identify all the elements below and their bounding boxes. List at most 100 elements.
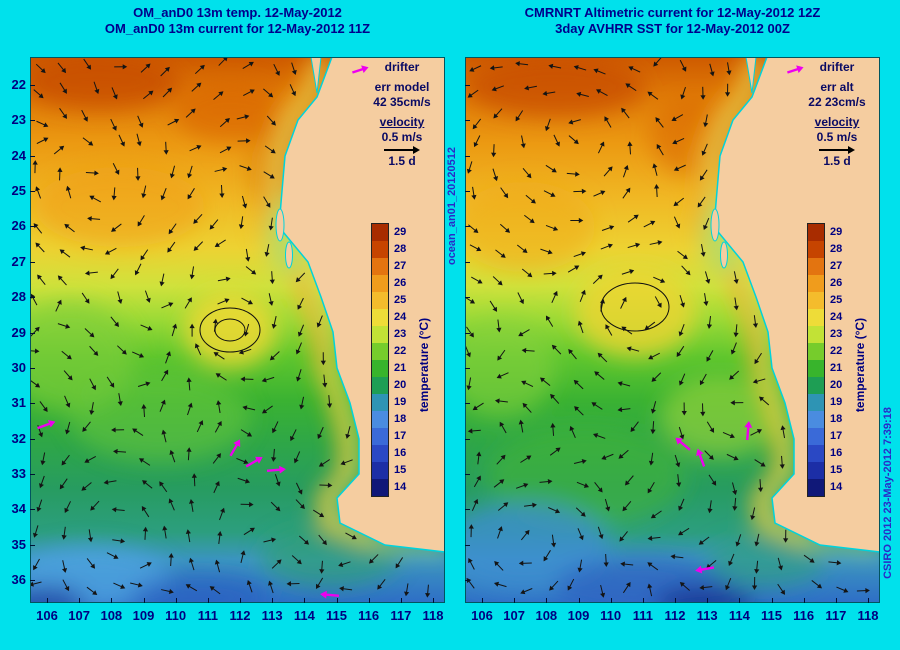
current-arrow (237, 138, 251, 144)
current-arrow (469, 244, 482, 252)
current-arrow (209, 586, 221, 595)
current-arrow (57, 323, 71, 329)
current-arrow (237, 477, 251, 484)
colorbar-tick-label: 15 (394, 464, 407, 476)
current-arrow (191, 82, 202, 92)
current-arrow (497, 502, 509, 511)
current-arrow (752, 378, 766, 384)
colorbar-cell (372, 275, 388, 292)
longitude-tick-label: 112 (664, 608, 686, 623)
current-arrow (162, 87, 173, 98)
longitude-tick (771, 598, 773, 603)
left-panel-title-line1: OM_anD0 13m temp. 12-May-2012 (133, 5, 342, 20)
colorbar-cell (372, 479, 388, 496)
current-arrow (654, 296, 662, 308)
current-arrow (678, 527, 690, 536)
current-arrow (112, 163, 120, 175)
current-arrow (729, 370, 740, 380)
current-arrow (90, 500, 100, 511)
current-arrow (493, 108, 503, 119)
longitude-tick (272, 598, 274, 603)
sst-blob (184, 292, 276, 368)
current-arrow (650, 401, 657, 414)
longitude-tick-label: 108 (535, 608, 558, 623)
current-arrow (319, 482, 333, 488)
colorbar-tick-label: 14 (394, 481, 407, 493)
current-arrow (697, 196, 706, 208)
current-arrow (368, 554, 379, 564)
current-arrow (496, 454, 506, 465)
current-arrow (140, 63, 151, 73)
latitude-tick (465, 297, 470, 299)
current-arrow (679, 295, 686, 308)
colorbar-cell (808, 241, 824, 258)
current-arrow (574, 406, 584, 416)
colorbar-cell (808, 292, 824, 309)
colorbar-tick-label: 23 (394, 328, 407, 340)
current-arrow (64, 223, 75, 233)
current-arrow (113, 582, 126, 589)
shelf-shallows (271, 55, 445, 553)
colorbar-tick-label: 27 (394, 260, 407, 272)
arrow-head-icon (848, 146, 855, 154)
current-arrow (268, 293, 274, 306)
current-arrow (134, 263, 142, 276)
current-arrow (647, 535, 661, 541)
current-arrow (724, 83, 731, 97)
current-arrow (118, 134, 125, 147)
current-arrow (497, 349, 506, 361)
colorbar-cell (372, 377, 388, 394)
current-arrow (159, 273, 165, 287)
current-arrow (297, 297, 304, 310)
current-arrow (215, 373, 227, 381)
csiro-watermark: CSIRO 2012 23-May-2012 7:39:18 (882, 407, 894, 579)
current-arrow (521, 268, 533, 278)
current-arrow (754, 533, 760, 547)
latitude-tick (465, 155, 470, 157)
current-arrow (539, 377, 551, 387)
current-arrow (82, 421, 91, 432)
current-arrow (209, 219, 219, 230)
colorbar-tick-label: 28 (830, 243, 843, 255)
current-arrow (730, 342, 737, 355)
current-arrow (520, 455, 532, 463)
current-arrow (167, 241, 176, 253)
current-arrow (40, 452, 46, 466)
latitude-tick (30, 191, 35, 193)
current-arrow (473, 475, 481, 488)
left-map (5, 54, 446, 619)
current-arrow (188, 557, 195, 571)
trajectory-length-label: 1.5 d (388, 154, 416, 168)
colorbar-outline (807, 223, 825, 497)
current-arrow (270, 501, 281, 512)
current-arrow (524, 85, 537, 91)
longitude-tick (868, 598, 869, 603)
current-arrow (103, 479, 117, 485)
current-arrow (246, 579, 253, 593)
current-arrow (471, 276, 483, 284)
longitude-tick (143, 598, 145, 603)
left-legend-block: drifter err model 42 35cm/s velocity 0.5… (362, 60, 442, 169)
current-arrow (171, 323, 178, 337)
current-arrow (550, 422, 556, 436)
current-arrow (673, 197, 685, 207)
drifter-arrow (266, 465, 286, 474)
current-arrow (264, 145, 276, 154)
land-mass (713, 56, 881, 553)
error-model-value: 42 35cm/s (373, 95, 431, 109)
current-arrow (752, 315, 759, 329)
drifter-label: drifter (384, 60, 420, 74)
current-arrow (596, 89, 608, 96)
current-arrow (139, 458, 151, 466)
current-arrow (261, 376, 275, 383)
colorbar-tick-label: 26 (394, 277, 407, 289)
longitude-tick-label: 115 (761, 608, 782, 623)
longitude-tick-label: 112 (229, 608, 251, 623)
right-colorbar-unit-label: temperature (°C) (853, 317, 867, 413)
current-arrow (216, 400, 222, 414)
current-arrow (676, 474, 682, 488)
longitude-tick (240, 598, 241, 603)
current-arrow (522, 167, 532, 179)
right-map (440, 54, 881, 617)
current-arrow (700, 86, 706, 100)
